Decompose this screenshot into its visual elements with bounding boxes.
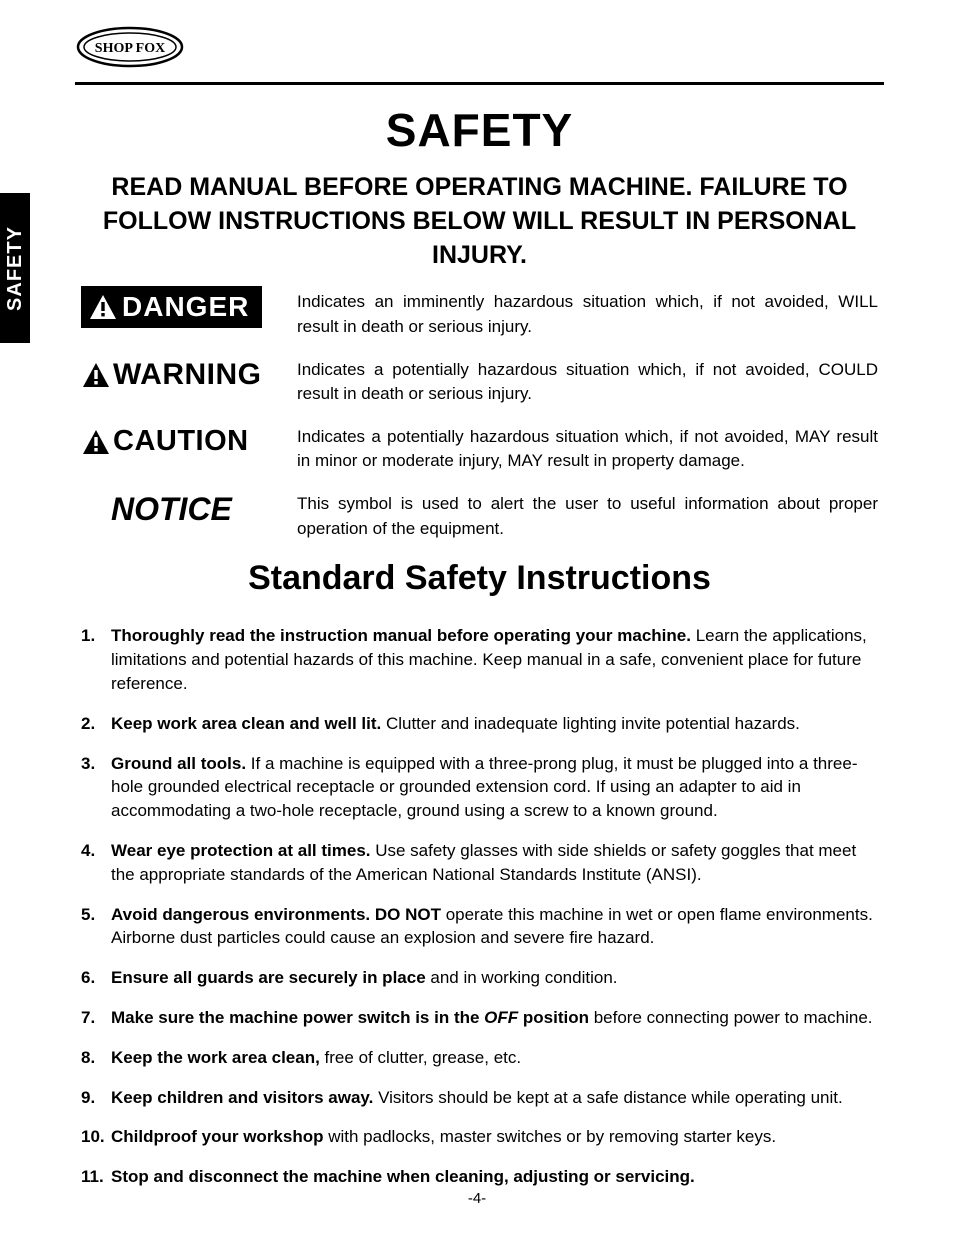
signal-row-caution: CAUTION Indicates a potentially hazardou… <box>75 423 884 474</box>
header-logo-row: SHOP FOX <box>75 25 884 74</box>
list-item: Make sure the machine power switch is in… <box>81 1006 878 1030</box>
list-item: Wear eye protection at all times. Use sa… <box>81 839 878 887</box>
notice-desc: This symbol is used to alert the user to… <box>297 490 878 541</box>
page-title: SAFETY <box>75 103 884 157</box>
signal-row-danger: DANGER Indicates an imminently hazardous… <box>75 288 884 339</box>
signal-label-danger: DANGER <box>81 288 281 326</box>
svg-text:SHOP FOX: SHOP FOX <box>95 41 165 56</box>
page-number: -4- <box>0 1190 954 1207</box>
signal-row-warning: WARNING Indicates a potentially hazardou… <box>75 356 884 407</box>
list-item: Thoroughly read the instruction manual b… <box>81 624 878 695</box>
list-item: Ground all tools. If a machine is equipp… <box>81 752 878 823</box>
notice-label-text: NOTICE <box>81 491 232 528</box>
alert-triangle-icon <box>81 361 111 389</box>
danger-desc: Indicates an imminently hazardous situat… <box>297 288 878 339</box>
list-item: Keep the work area clean, free of clutte… <box>81 1046 878 1070</box>
alert-triangle-icon <box>81 428 111 456</box>
side-tab: SAFETY <box>0 193 30 343</box>
caution-desc: Indicates a potentially hazardous situat… <box>297 423 878 474</box>
signal-label-caution: CAUTION <box>81 423 281 461</box>
side-tab-label: SAFETY <box>4 226 27 311</box>
caution-label-text: CAUTION <box>113 425 249 458</box>
warning-heading: READ MANUAL BEFORE OPERATING MACHINE. FA… <box>85 171 874 272</box>
brand-logo: SHOP FOX <box>75 25 185 69</box>
instructions-list: Thoroughly read the instruction manual b… <box>75 624 884 1189</box>
alert-triangle-icon <box>88 293 118 321</box>
std-instructions-heading: Standard Safety Instructions <box>75 559 884 598</box>
signal-label-notice: NOTICE <box>81 490 281 528</box>
warning-desc: Indicates a potentially hazardous situat… <box>297 356 878 407</box>
signal-label-warning: WARNING <box>81 356 281 394</box>
list-item: Keep children and visitors away. Visitor… <box>81 1086 878 1110</box>
list-item: Stop and disconnect the machine when cle… <box>81 1165 878 1189</box>
warning-label-text: WARNING <box>113 358 262 392</box>
list-item: Avoid dangerous environments. DO NOT ope… <box>81 903 878 951</box>
danger-label-text: DANGER <box>122 291 249 323</box>
list-item: Childproof your workshop with padlocks, … <box>81 1125 878 1149</box>
list-item: Keep work area clean and well lit. Clutt… <box>81 712 878 736</box>
header-rule <box>75 82 884 85</box>
list-item: Ensure all guards are securely in place … <box>81 966 878 990</box>
signal-row-notice: NOTICE This symbol is used to alert the … <box>75 490 884 541</box>
